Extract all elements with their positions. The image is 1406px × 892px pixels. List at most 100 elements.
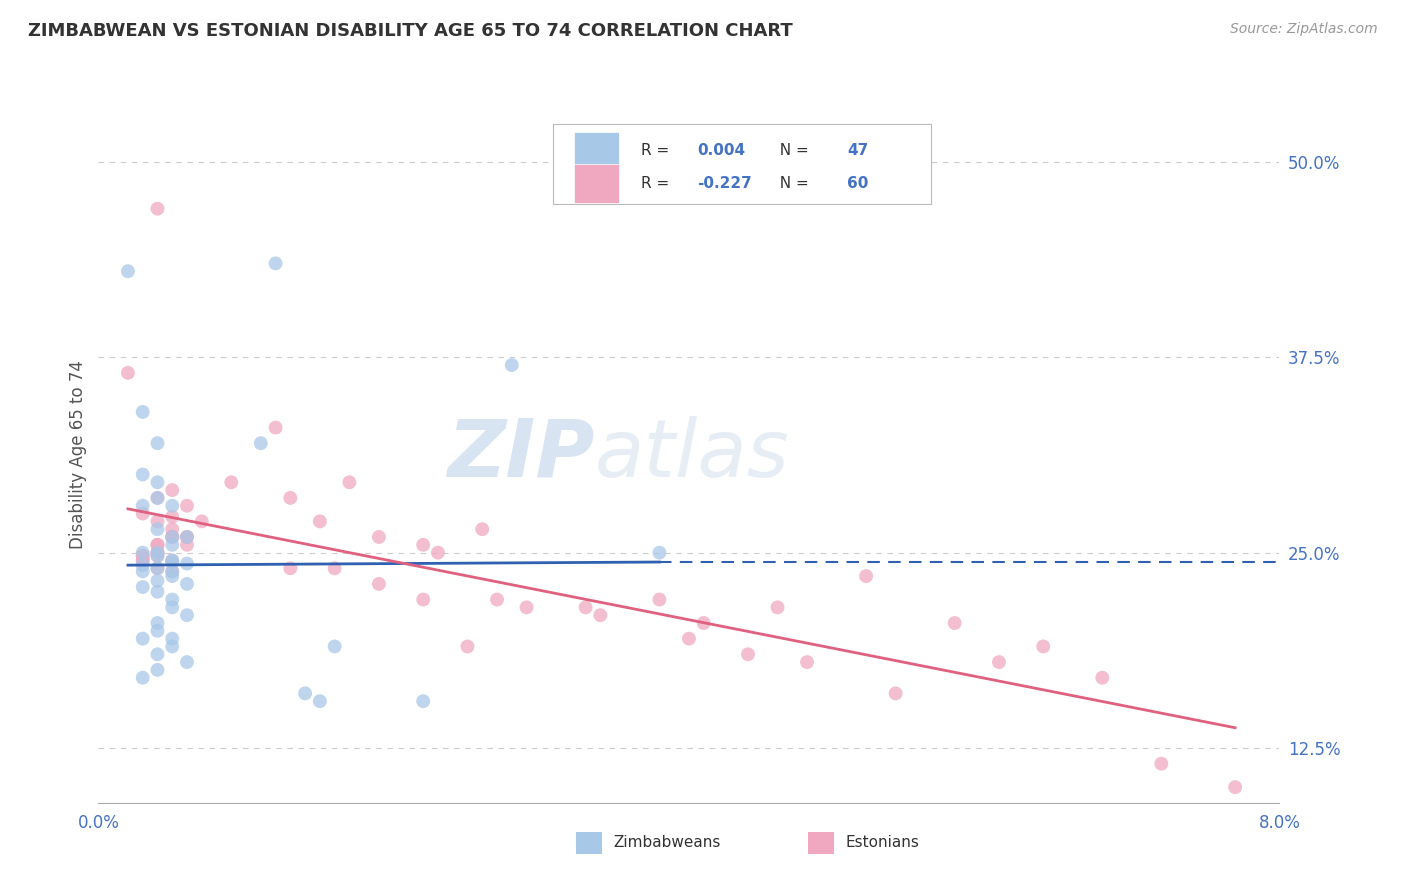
Point — [146, 663, 169, 677]
Point — [176, 655, 198, 669]
Point — [146, 624, 169, 638]
Point — [943, 615, 966, 630]
Text: -0.227: -0.227 — [697, 176, 752, 191]
Point — [146, 491, 169, 505]
Point — [162, 530, 183, 544]
Point — [132, 507, 155, 521]
Point — [132, 671, 155, 685]
Point — [323, 561, 346, 575]
Point — [766, 600, 789, 615]
Point — [162, 553, 183, 567]
Point — [412, 592, 434, 607]
Point — [146, 574, 169, 588]
Point — [176, 530, 198, 544]
Point — [146, 546, 169, 560]
Point — [308, 514, 332, 528]
Point — [308, 694, 332, 708]
Point — [1091, 671, 1114, 685]
Point — [278, 561, 302, 575]
Point — [191, 514, 214, 528]
Point — [162, 483, 183, 497]
Point — [162, 565, 183, 579]
Text: Zimbabweans: Zimbabweans — [613, 836, 720, 850]
Point — [146, 549, 169, 563]
Point — [884, 686, 907, 700]
Point — [162, 555, 183, 569]
Point — [250, 436, 273, 450]
Point — [337, 475, 360, 490]
Point — [117, 264, 139, 278]
Point — [162, 538, 183, 552]
FancyBboxPatch shape — [575, 132, 619, 170]
Point — [132, 553, 155, 567]
Point — [162, 592, 183, 607]
Point — [485, 592, 508, 607]
Point — [146, 491, 169, 505]
Point — [176, 530, 198, 544]
Text: N =: N = — [770, 176, 814, 191]
Point — [648, 592, 671, 607]
FancyBboxPatch shape — [576, 831, 602, 855]
Point — [264, 420, 287, 434]
Point — [146, 538, 169, 552]
Point — [162, 522, 183, 536]
Point — [176, 557, 198, 571]
Point — [1032, 640, 1054, 654]
Point — [162, 640, 183, 654]
Point — [219, 475, 242, 490]
Point — [515, 600, 537, 615]
Point — [162, 565, 183, 579]
Point — [176, 499, 198, 513]
Point — [146, 538, 169, 552]
Point — [1223, 780, 1246, 794]
Point — [1150, 756, 1173, 771]
Point — [264, 256, 287, 270]
Point — [162, 553, 183, 567]
Point — [162, 530, 183, 544]
Point — [456, 640, 478, 654]
Point — [987, 655, 1010, 669]
Point — [412, 694, 434, 708]
Point — [162, 632, 183, 646]
Point — [589, 608, 612, 623]
Point — [146, 546, 169, 560]
Point — [323, 640, 346, 654]
FancyBboxPatch shape — [575, 164, 619, 202]
Point — [176, 608, 198, 623]
Point — [855, 569, 877, 583]
Point — [737, 647, 759, 661]
Point — [132, 549, 155, 563]
Point — [146, 514, 169, 528]
Point — [678, 632, 700, 646]
Point — [367, 530, 389, 544]
Y-axis label: Disability Age 65 to 74: Disability Age 65 to 74 — [69, 360, 87, 549]
Text: ZIP: ZIP — [447, 416, 595, 494]
Point — [574, 600, 596, 615]
Point — [294, 686, 316, 700]
Text: ZIMBABWEAN VS ESTONIAN DISABILITY AGE 65 TO 74 CORRELATION CHART: ZIMBABWEAN VS ESTONIAN DISABILITY AGE 65… — [28, 22, 793, 40]
Point — [146, 475, 169, 490]
Text: R =: R = — [641, 176, 673, 191]
Point — [146, 615, 169, 630]
Point — [132, 632, 155, 646]
Point — [132, 499, 155, 513]
Point — [146, 561, 169, 575]
Point — [146, 647, 169, 661]
Text: atlas: atlas — [595, 416, 789, 494]
Point — [501, 358, 523, 372]
Point — [796, 655, 818, 669]
Point — [162, 600, 183, 615]
Point — [132, 553, 155, 567]
Point — [648, 546, 671, 560]
FancyBboxPatch shape — [808, 831, 834, 855]
Point — [162, 530, 183, 544]
Point — [132, 565, 155, 579]
Point — [471, 522, 494, 536]
Point — [146, 561, 169, 575]
Point — [162, 569, 183, 583]
Point — [412, 538, 434, 552]
Point — [132, 558, 155, 573]
Point — [693, 615, 716, 630]
Point — [367, 577, 389, 591]
Point — [146, 549, 169, 563]
